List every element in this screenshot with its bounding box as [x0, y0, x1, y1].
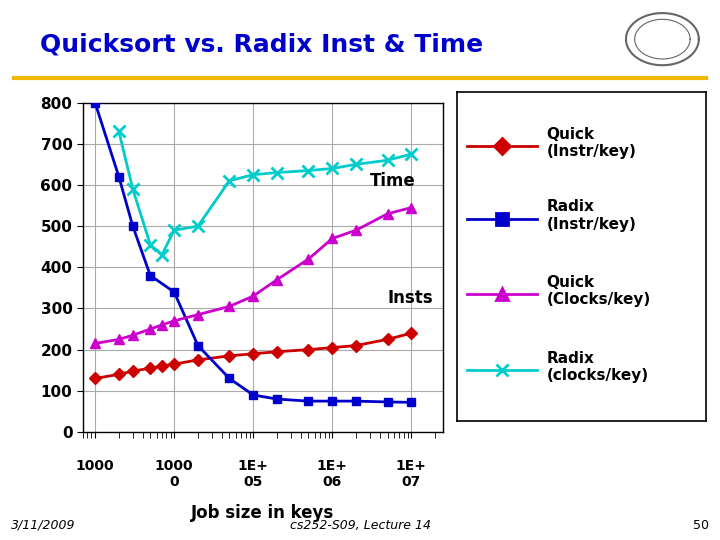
Text: Job size in keys: Job size in keys: [192, 504, 334, 522]
Text: 1E+
07: 1E+ 07: [396, 459, 427, 489]
Text: Radix
(clocks/key): Radix (clocks/key): [546, 350, 649, 383]
Text: Insts: Insts: [387, 289, 433, 307]
Text: Quick
(Clocks/key): Quick (Clocks/key): [546, 275, 651, 307]
Text: cs252-S09, Lecture 14: cs252-S09, Lecture 14: [289, 519, 431, 532]
Text: 1000: 1000: [76, 459, 114, 472]
Text: 1E+
06: 1E+ 06: [317, 459, 348, 489]
Text: 50: 50: [693, 519, 709, 532]
Text: Radix
(Instr/key): Radix (Instr/key): [546, 199, 636, 232]
Text: 1000
0: 1000 0: [155, 459, 194, 489]
Text: Time: Time: [370, 172, 415, 190]
Text: Quick
(Instr/key): Quick (Instr/key): [546, 127, 636, 159]
Text: 3/11/2009: 3/11/2009: [11, 519, 76, 532]
Text: 1E+
05: 1E+ 05: [238, 459, 269, 489]
Text: Quicksort vs. Radix Inst & Time: Quicksort vs. Radix Inst & Time: [40, 33, 482, 57]
